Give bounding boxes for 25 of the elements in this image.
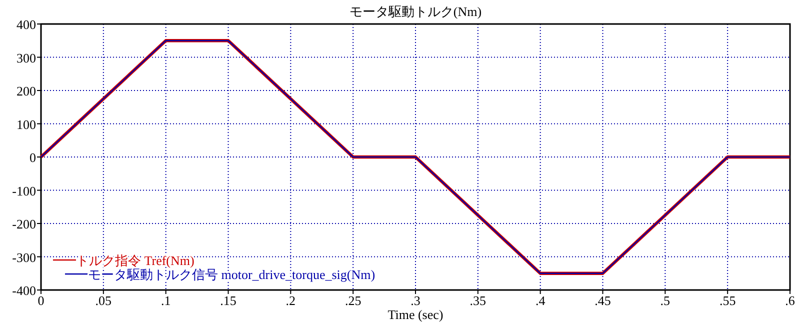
x-tick-label: .05 — [95, 293, 112, 308]
x-axis-title: Time (sec) — [388, 307, 444, 322]
x-tick-label: .1 — [160, 293, 171, 308]
y-tick-label: 0 — [30, 150, 36, 165]
x-tick-label: .55 — [719, 293, 736, 308]
x-tick-label: .3 — [410, 293, 420, 308]
y-tick-label: 300 — [16, 50, 36, 66]
x-tick-label: .25 — [344, 293, 362, 308]
legend-label: モータ駆動トルク信号 motor_drive_torque_sig(Nm) — [88, 267, 376, 282]
x-tick-label: .2 — [286, 293, 296, 308]
x-tick-label: .35 — [470, 293, 486, 308]
y-tick-label: -300 — [12, 250, 36, 265]
legend-label: トルク指令 Tref(Nm) — [76, 253, 194, 268]
y-tick-label: -400 — [12, 283, 36, 298]
y-tick-label: -200 — [12, 216, 36, 232]
y-tick-label: 100 — [16, 116, 36, 132]
x-tick-label: .4 — [535, 293, 546, 308]
x-tick-label: .6 — [785, 293, 796, 308]
chart-title: モータ駆動トルク(Nm) — [349, 4, 482, 19]
y-tick-label: -100 — [12, 183, 36, 198]
x-tick-label: .5 — [660, 293, 670, 308]
x-tick-label: .15 — [220, 293, 236, 308]
x-tick-label: .45 — [594, 293, 611, 308]
y-tick-label: 400 — [16, 17, 36, 32]
y-tick-label: 200 — [16, 84, 36, 98]
